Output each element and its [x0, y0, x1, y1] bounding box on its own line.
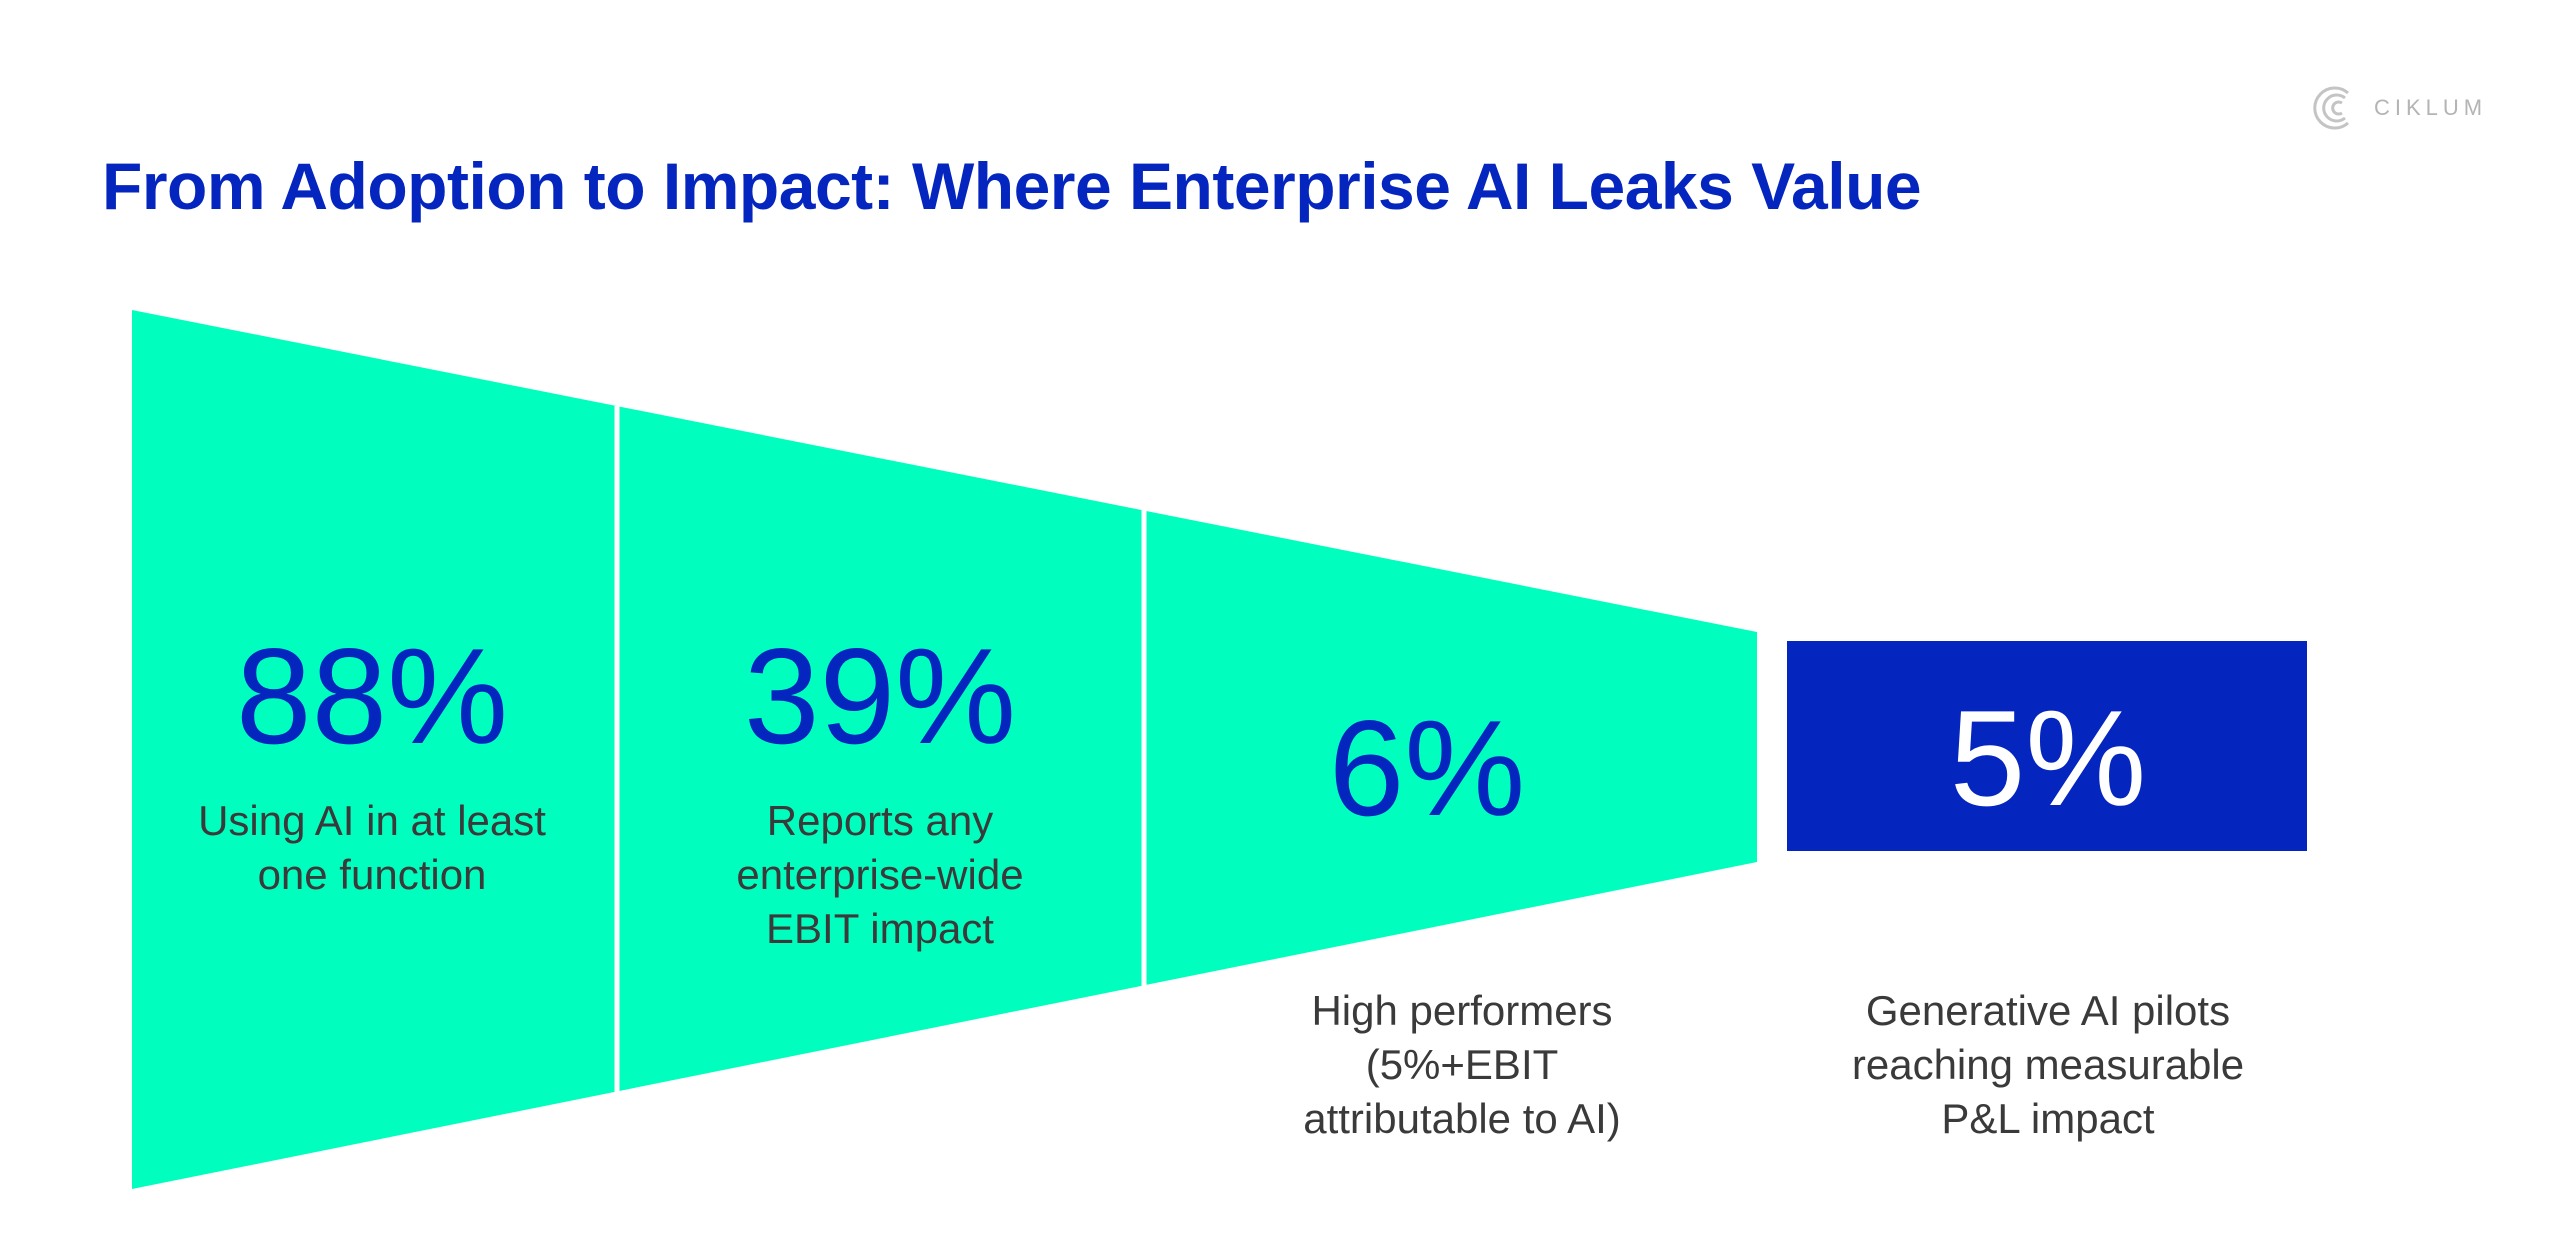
ciklum-logo-icon — [2313, 86, 2349, 130]
highlight-label: Generative AI pilots reaching measurable… — [1851, 987, 2245, 1142]
highlight-value: 5% — [1949, 682, 2147, 834]
stage-3-value: 6% — [1328, 692, 1526, 844]
page-title: From Adoption to Impact: Where Enterpris… — [102, 149, 1922, 223]
stage-3-label: High performers (5%+EBIT attributable to… — [1303, 987, 1621, 1142]
highlight-box — [1787, 641, 2307, 851]
brand-logo: CIKLUM — [2312, 84, 2487, 132]
brand-name: CIKLUM — [2374, 95, 2488, 120]
funnel-shape — [132, 310, 1757, 1189]
stage-1-label: Using AI in at least one function — [198, 797, 546, 898]
stage-2-value: 39% — [743, 620, 1017, 772]
stage-2-label: Reports any enterprise-wide EBIT impact — [736, 797, 1024, 952]
stage-1-value: 88% — [235, 620, 509, 772]
